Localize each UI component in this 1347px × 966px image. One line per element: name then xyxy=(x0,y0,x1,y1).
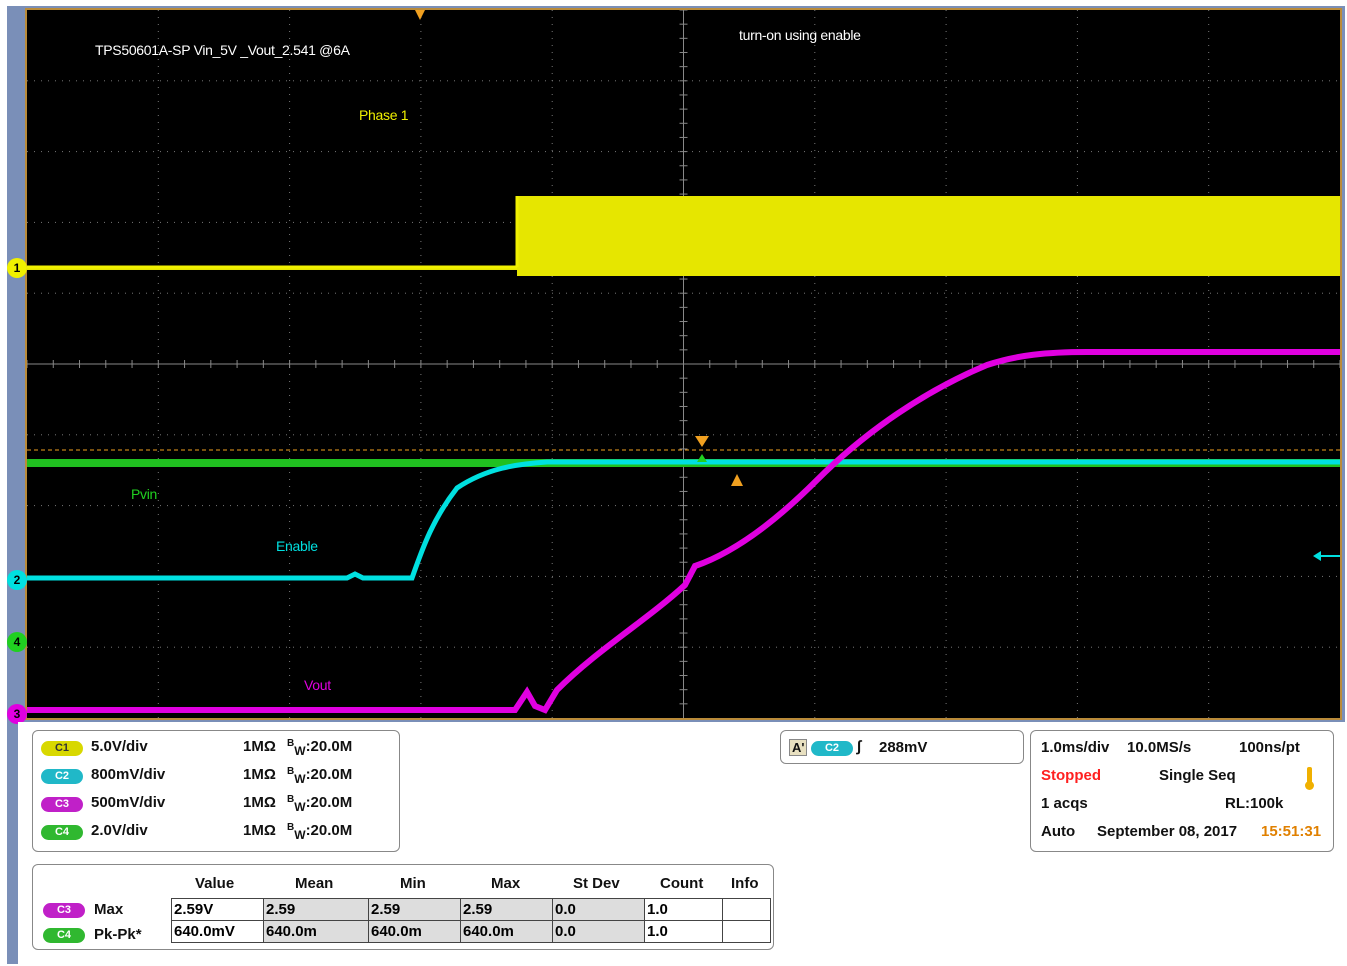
c1-bandwidth: BW:20.0M xyxy=(287,738,353,758)
waveform-title: TPS50601A-SP Vin_5V _Vout_2.541 @6A xyxy=(95,42,350,58)
c4-impedance: 1MΩ xyxy=(243,822,276,839)
measurements-box[interactable]: Value Mean Min Max St Dev Count Info C3 … xyxy=(32,864,774,950)
header-max: Max xyxy=(491,875,521,892)
cell: 2.59 xyxy=(368,898,461,921)
cell: 2.59 xyxy=(460,898,553,921)
timebase: 1.0ms/div xyxy=(1041,739,1110,756)
header-stdev: St Dev xyxy=(573,875,620,892)
ch4-label: Pvin xyxy=(131,486,158,502)
cell: 1.0 xyxy=(644,920,723,943)
ch3-trace xyxy=(27,349,1340,714)
cell: 640.0m xyxy=(263,920,369,943)
trigger-position-marker xyxy=(415,10,425,20)
trigger-point-marker xyxy=(695,436,709,447)
trigger-level-marker xyxy=(731,474,743,486)
cell: 1.0 xyxy=(644,898,723,921)
acq-sequence: Single Seq xyxy=(1159,767,1236,784)
c1-impedance: 1MΩ xyxy=(243,738,276,755)
c1-badge[interactable]: C1 xyxy=(41,741,83,756)
meas-row1-name: Max xyxy=(94,901,124,918)
c4-badge[interactable]: C4 xyxy=(41,825,83,840)
cell: 640.0mV xyxy=(171,920,264,943)
c2-badge[interactable]: C2 xyxy=(41,769,83,784)
ch2-trace xyxy=(27,459,1340,581)
ch3-marker[interactable]: 3 xyxy=(7,704,27,724)
table-row[interactable]: 2.59V 2.59 2.59 2.59 0.0 1.0 xyxy=(171,898,771,921)
c4-scale: 2.0V/div xyxy=(91,822,148,839)
cell: 0.0 xyxy=(552,898,645,921)
ch2-label: Enable xyxy=(276,538,318,554)
trigger-mode-auto: Auto xyxy=(1041,823,1076,840)
ch1-trace xyxy=(27,196,1340,276)
ch1-label: Phase 1 xyxy=(359,107,409,123)
table-row[interactable]: 640.0mV 640.0m 640.0m 640.0m 0.0 1.0 xyxy=(171,920,771,943)
sample-rate: 10.0MS/s xyxy=(1127,739,1192,756)
status-panel: C1 5.0V/div 1MΩ BW:20.0M C2 800mV/div 1M… xyxy=(18,722,1345,964)
c2-scale: 800mV/div xyxy=(91,766,166,783)
header-mean: Mean xyxy=(295,875,334,892)
c4-bandwidth: BW:20.0M xyxy=(287,822,353,842)
c3-badge[interactable]: C3 xyxy=(41,797,83,812)
acq-date: September 08, 2017 xyxy=(1097,823,1238,840)
channel-settings-box[interactable]: C1 5.0V/div 1MΩ BW:20.0M C2 800mV/div 1M… xyxy=(32,730,400,852)
ch2-marker[interactable]: 2 xyxy=(7,570,27,590)
acq-state: Stopped xyxy=(1041,767,1101,784)
cell: 640.0m xyxy=(460,920,553,943)
c3-scale: 500mV/div xyxy=(91,794,166,811)
record-length: RL:100k xyxy=(1225,795,1284,812)
trigger-mode: A' xyxy=(789,739,808,756)
meas-row2-name: Pk-Pk* xyxy=(94,926,142,943)
waveform-display[interactable]: TPS50601A-SP Vin_5V _Vout_2.541 @6A turn… xyxy=(25,8,1342,720)
c1-scale: 5.0V/div xyxy=(91,738,148,755)
cell xyxy=(722,898,771,921)
ch3-label: Vout xyxy=(304,677,331,693)
trigger-settings-box[interactable]: A' C2 ∫ 288mV xyxy=(780,730,1024,764)
graticule xyxy=(27,10,1340,718)
header-info: Info xyxy=(731,875,759,892)
header-count: Count xyxy=(660,875,704,892)
ch4-marker[interactable]: 4 xyxy=(7,632,27,652)
header-value: Value xyxy=(195,875,235,892)
acquisition-box[interactable]: 1.0ms/div 10.0MS/s 100ns/pt Stopped Sing… xyxy=(1030,730,1334,852)
trigger-slope-icon: ∫ xyxy=(857,738,862,755)
cell: 640.0m xyxy=(368,920,461,943)
cell: 2.59 xyxy=(263,898,369,921)
c3-bandwidth: BW:20.0M xyxy=(287,794,353,814)
header-min: Min xyxy=(400,875,426,892)
waveform-note: turn-on using enable xyxy=(739,27,861,43)
c3-impedance: 1MΩ xyxy=(243,794,276,811)
trigger-level: 288mV xyxy=(879,739,928,756)
acq-count: 1 acqs xyxy=(1041,795,1088,812)
thermometer-icon xyxy=(1307,767,1312,783)
trigger-source-badge[interactable]: C2 xyxy=(811,741,853,756)
meas-row2-badge[interactable]: C4 xyxy=(43,928,85,943)
cell: 2.59V xyxy=(171,898,264,921)
meas-row1-badge[interactable]: C3 xyxy=(43,903,85,918)
acq-time: 15:51:31 xyxy=(1261,823,1322,840)
cell: 0.0 xyxy=(552,920,645,943)
measurements-table: 2.59V 2.59 2.59 2.59 0.0 1.0 640.0mV 640… xyxy=(171,898,771,943)
waveform-canvas xyxy=(27,10,1340,718)
ch1-marker[interactable]: 1 xyxy=(7,258,27,278)
c2-bandwidth: BW:20.0M xyxy=(287,766,353,786)
resolution: 100ns/pt xyxy=(1239,739,1300,756)
cell xyxy=(722,920,771,943)
c2-impedance: 1MΩ xyxy=(243,766,276,783)
